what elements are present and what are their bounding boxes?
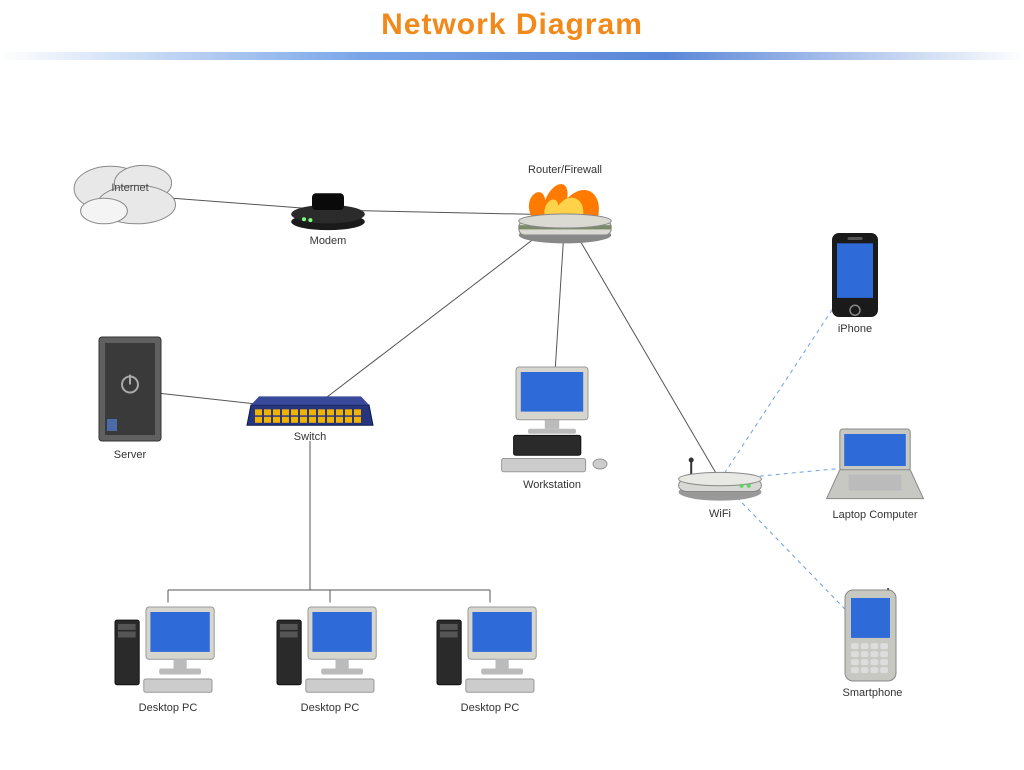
node-label-wifi: WiFi — [675, 508, 765, 520]
svg-text:Internet: Internet — [111, 182, 148, 194]
node-label-pc1: Desktop PC — [113, 702, 223, 714]
node-label-modem: Modem — [288, 235, 368, 247]
node-switch: Switch — [245, 393, 375, 443]
desktop-icon — [275, 603, 385, 698]
desktop-icon — [435, 603, 545, 698]
node-wifi: WiFi — [675, 456, 765, 520]
node-label-pc2: Desktop PC — [275, 702, 385, 714]
node-laptop: Laptop Computer — [820, 425, 930, 521]
node-label-firewall: Router/Firewall — [510, 164, 620, 176]
cloud-icon: Internet — [65, 155, 195, 235]
smartphone-icon — [843, 588, 898, 683]
node-workstation: Workstation — [492, 365, 612, 491]
node-label-iphone: iPhone — [830, 323, 880, 335]
node-internet: Internet — [65, 155, 195, 235]
page-title: Network Diagram — [381, 8, 643, 42]
node-label-switch: Switch — [245, 431, 375, 443]
node-pc3: Desktop PC — [435, 603, 545, 714]
laptop-icon — [820, 425, 930, 505]
diagram-canvas: Internet Modem Router/Firewall Server Sw — [0, 60, 1024, 770]
node-smartphone: Smartphone — [843, 588, 898, 699]
title-bar: Network Diagram — [0, 0, 1024, 60]
wifi-icon — [675, 456, 765, 504]
server-icon — [95, 335, 165, 445]
title-underline — [0, 52, 1024, 60]
node-label-smartphone: Smartphone — [843, 687, 898, 699]
node-label-workstation: Workstation — [492, 479, 612, 491]
node-modem: Modem — [288, 189, 368, 247]
phone-icon — [830, 231, 880, 319]
node-pc2: Desktop PC — [275, 603, 385, 714]
workstation-icon — [492, 365, 612, 475]
node-server: Server — [95, 335, 165, 461]
node-pc1: Desktop PC — [113, 603, 223, 714]
node-label-laptop: Laptop Computer — [820, 509, 930, 521]
node-iphone: iPhone — [830, 231, 880, 335]
switch-icon — [245, 393, 375, 427]
firewall-icon — [510, 179, 620, 249]
node-firewall: Router/Firewall — [510, 180, 620, 249]
desktop-icon — [113, 603, 223, 698]
modem-icon — [288, 189, 368, 231]
node-label-server: Server — [95, 449, 165, 461]
node-label-pc3: Desktop PC — [435, 702, 545, 714]
